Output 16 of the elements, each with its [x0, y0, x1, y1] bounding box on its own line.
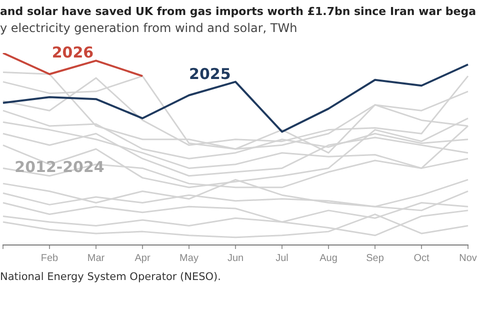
x-tick-label: Nov: [459, 252, 477, 264]
x-tick-label: Mar: [87, 252, 106, 264]
series-label: 2026: [52, 43, 94, 62]
series-label: 2025: [189, 65, 231, 84]
text: National Energy System Operator (NESO).: [0, 270, 222, 283]
x-tick-label: Oct: [414, 252, 430, 264]
x-tick-label: Sep: [366, 252, 384, 264]
annotation: 2012-2024: [14, 158, 104, 176]
chart-title: and solar have saved UK from gas imports worth £1.7bn since Iran war bega: [0, 4, 478, 18]
x-tick-label: Apr: [134, 252, 151, 264]
chart-subtitle: y electricity generation from wind and solar, TWh: [0, 20, 298, 35]
x-tick-label: Aug: [320, 252, 338, 264]
x-tick-label: Jul: [276, 252, 288, 264]
x-tick-label: Feb: [40, 252, 59, 264]
x-tick-label: May: [180, 252, 198, 264]
x-tick-label: Jun: [227, 252, 244, 264]
